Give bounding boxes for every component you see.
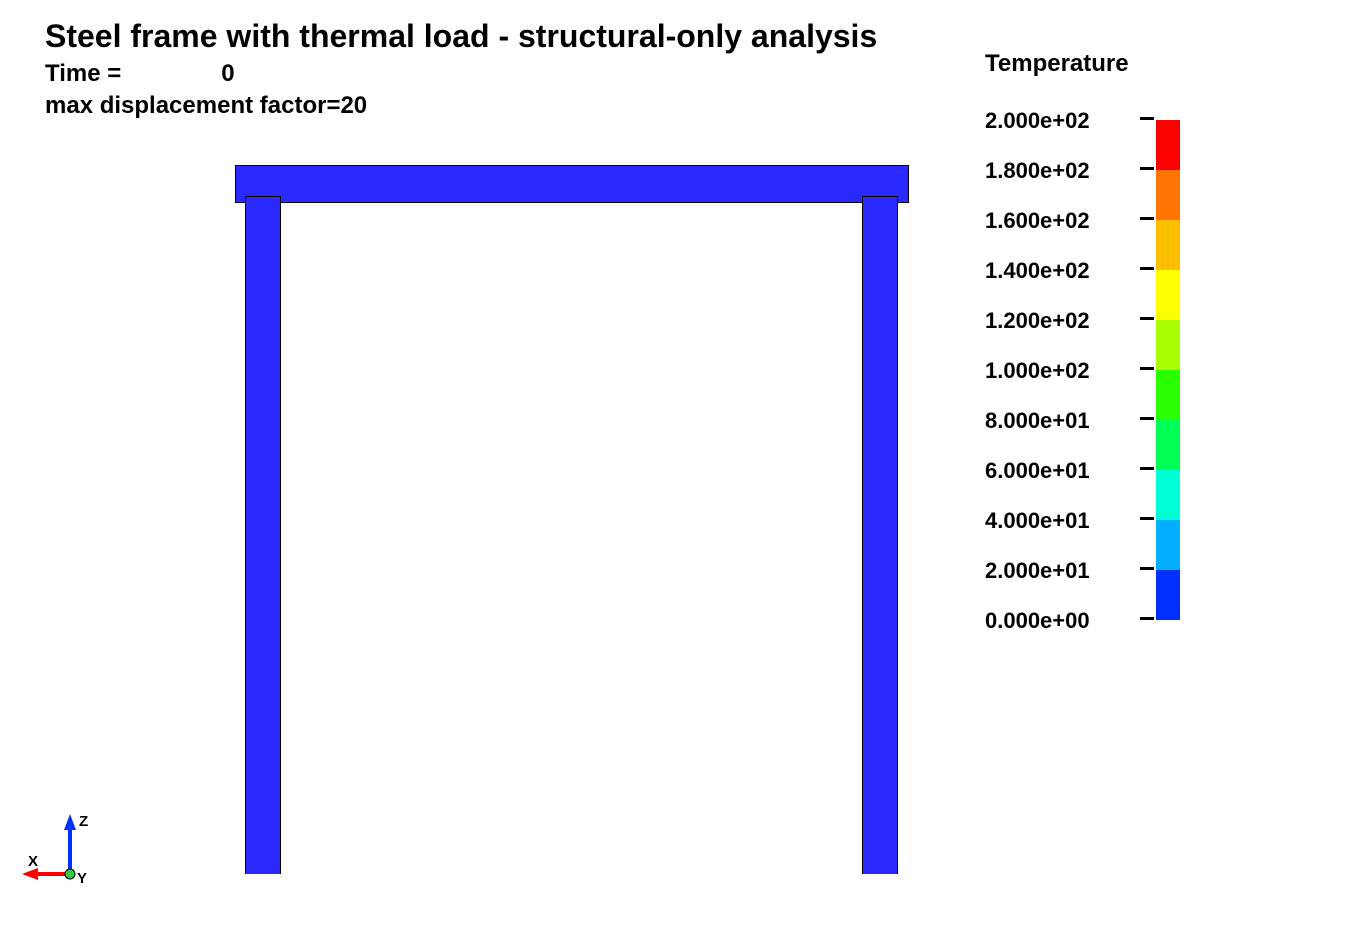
- legend-title: Temperature: [985, 50, 1129, 78]
- legend-tick: [1140, 417, 1154, 420]
- disp-factor-line: max displacement factor=20: [45, 92, 367, 120]
- time-line: Time = 0: [45, 60, 235, 88]
- z-axis-arrowhead: [64, 814, 76, 830]
- legend-label-row: 4.000e+01: [985, 496, 1265, 546]
- legend-swatch: [1156, 120, 1180, 170]
- frame-beam-top: [235, 165, 909, 203]
- legend-label: 1.400e+02: [985, 258, 1141, 284]
- legend-swatch: [1156, 370, 1180, 420]
- legend-swatches-column: [1156, 120, 1180, 620]
- legend-label: 1.000e+02: [985, 358, 1141, 384]
- legend-label-row: 1.800e+02: [985, 146, 1265, 196]
- legend-label: 6.000e+01: [985, 458, 1141, 484]
- legend-tick: [1140, 617, 1154, 620]
- legend-swatch: [1156, 520, 1180, 570]
- legend-tick: [1140, 217, 1154, 220]
- legend-label-row: 2.000e+02: [985, 96, 1265, 146]
- legend-tick: [1140, 517, 1154, 520]
- legend-label-row: 1.600e+02: [985, 196, 1265, 246]
- legend-tick: [1140, 167, 1154, 170]
- legend-tick: [1140, 117, 1154, 120]
- legend-label-row: 1.000e+02: [985, 346, 1265, 396]
- legend-swatch: [1156, 270, 1180, 320]
- legend-label: 1.600e+02: [985, 208, 1141, 234]
- legend-swatch: [1156, 170, 1180, 220]
- legend-tick: [1140, 467, 1154, 470]
- x-axis-label: X: [28, 853, 38, 870]
- legend-tick: [1140, 317, 1154, 320]
- legend-labels-column: 2.000e+02 1.800e+02 1.600e+02 1.400e+02 1.20…: [985, 96, 1265, 646]
- coordinate-triad-icon: Z X Y: [22, 808, 102, 888]
- legend-label-row: 1.200e+02: [985, 296, 1265, 346]
- legend-label: 2.000e+01: [985, 558, 1141, 584]
- frame-column-left: [245, 196, 281, 874]
- legend-swatch: [1156, 420, 1180, 470]
- legend-label: 1.200e+02: [985, 308, 1141, 334]
- legend-label: 0.000e+00: [985, 608, 1141, 634]
- plot-title: Steel frame with thermal load - structur…: [45, 18, 877, 55]
- legend-label-row: 1.400e+02: [985, 246, 1265, 296]
- legend-label: 8.000e+01: [985, 408, 1141, 434]
- legend-label-row: 8.000e+01: [985, 396, 1265, 446]
- legend-label-row: 2.000e+01: [985, 546, 1265, 596]
- legend-label: 2.000e+02: [985, 108, 1141, 134]
- legend-ticks-column: [1140, 117, 1156, 667]
- legend-swatch: [1156, 320, 1180, 370]
- y-axis-label: Y: [77, 870, 87, 887]
- frame-column-right: [862, 196, 898, 874]
- y-axis-dot: [65, 869, 75, 879]
- legend-label: 1.800e+02: [985, 158, 1141, 184]
- legend-swatch: [1156, 570, 1180, 620]
- legend-label-row: 0.000e+00: [985, 596, 1265, 646]
- legend-swatch: [1156, 220, 1180, 270]
- legend-label: 4.000e+01: [985, 508, 1141, 534]
- legend-label-row: 6.000e+01: [985, 446, 1265, 496]
- legend-tick: [1140, 367, 1154, 370]
- z-axis-label: Z: [79, 813, 88, 830]
- legend-tick: [1140, 567, 1154, 570]
- legend-tick: [1140, 267, 1154, 270]
- legend-swatch: [1156, 470, 1180, 520]
